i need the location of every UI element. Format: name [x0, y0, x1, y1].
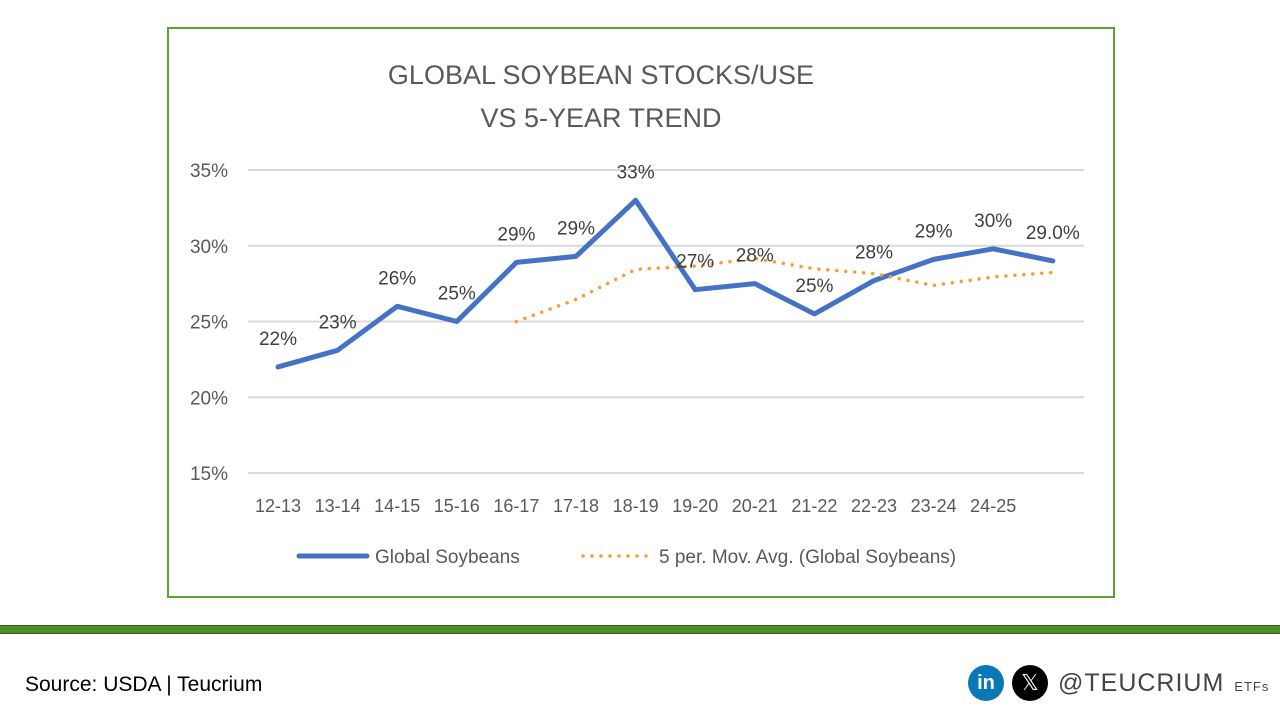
data-label: 29% [915, 221, 953, 242]
social-links: in 𝕏 @TEUCRIUM ETFs [968, 665, 1269, 701]
data-label: 29.0% [1026, 223, 1080, 244]
data-label: 27% [676, 252, 714, 273]
data-label: 30% [974, 211, 1012, 232]
handle-suffix: ETFs [1234, 679, 1270, 694]
chart-title-line-1: GLOBAL SOYBEAN STOCKS/USE [388, 60, 814, 90]
x-tick-label: 16-17 [493, 496, 539, 516]
x-tick-label: 18-19 [613, 496, 659, 516]
x-tick-label: 15-16 [434, 496, 480, 516]
footer-divider-bar [0, 625, 1280, 634]
source-note: Source: USDA | Teucrium [25, 673, 263, 696]
data-label: 33% [617, 162, 655, 183]
y-tick-label: 35% [190, 161, 228, 182]
chart-title-line-2: VS 5-YEAR TREND [480, 103, 721, 133]
x-tick-label: 20-21 [732, 496, 778, 516]
x-tick-label: 12-13 [255, 496, 301, 516]
chart-frame: GLOBAL SOYBEAN STOCKS/USE VS 5-YEAR TREN… [167, 27, 1115, 598]
social-handle[interactable]: @TEUCRIUM [1058, 668, 1225, 697]
chart: GLOBAL SOYBEAN STOCKS/USE VS 5-YEAR TREN… [190, 60, 1084, 568]
x-tick-label: 13-14 [315, 496, 361, 516]
data-label: 29% [557, 218, 595, 239]
x-tick-label: 24-25 [970, 496, 1016, 516]
data-label: 25% [438, 284, 476, 305]
linkedin-icon[interactable]: in [968, 665, 1004, 701]
series-line-moving-average [514, 256, 1055, 324]
x-tick-label: 23-24 [911, 496, 957, 516]
legend-label: Global Soybeans [375, 547, 520, 568]
series-line-global-soybeans [275, 197, 1056, 370]
data-label: 26% [378, 268, 416, 289]
y-tick-label: 20% [190, 388, 228, 409]
x-tick-label: 17-18 [553, 496, 599, 516]
x-tick-label: 19-20 [672, 496, 718, 516]
legend-label: 5 per. Mov. Avg. (Global Soybeans) [659, 547, 956, 568]
x-tick-label: 21-22 [791, 496, 837, 516]
y-tick-label: 15% [190, 464, 228, 485]
data-label: 22% [259, 329, 297, 350]
data-label: 23% [319, 312, 357, 333]
data-label: 28% [736, 246, 774, 267]
data-label: 28% [855, 243, 893, 264]
x-tick-label: 22-23 [851, 496, 897, 516]
data-label: 29% [497, 224, 535, 245]
data-label: 25% [795, 276, 833, 297]
y-tick-label: 30% [190, 237, 228, 258]
x-tick-label: 14-15 [374, 496, 420, 516]
x-icon[interactable]: 𝕏 [1012, 665, 1048, 701]
y-tick-label: 25% [190, 313, 228, 334]
